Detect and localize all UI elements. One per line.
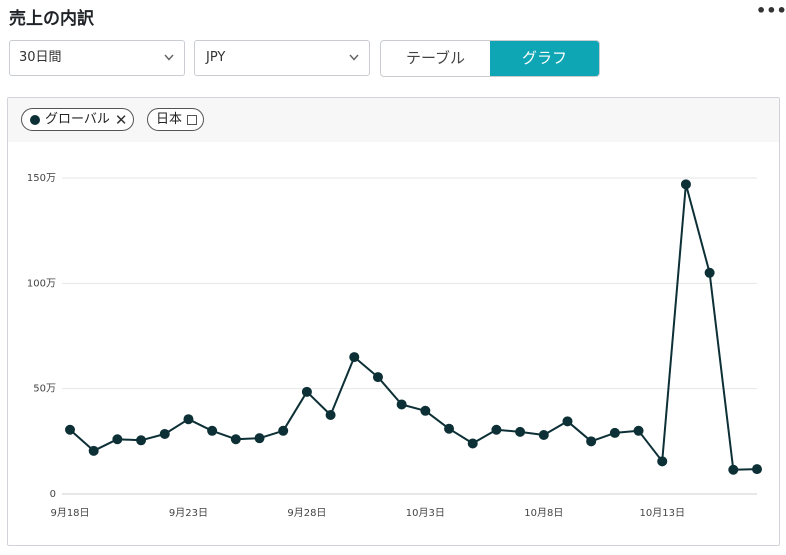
data-point bbox=[562, 416, 573, 427]
series-dot-icon bbox=[30, 114, 40, 125]
data-point bbox=[609, 427, 620, 438]
legend-chip-label: グローバル bbox=[45, 112, 110, 127]
data-point bbox=[88, 445, 99, 456]
data-point bbox=[515, 426, 526, 437]
data-point bbox=[396, 399, 407, 410]
data-point bbox=[278, 425, 289, 436]
data-point bbox=[728, 464, 739, 475]
y-tick-label: 100万 bbox=[27, 278, 56, 289]
data-point bbox=[704, 267, 715, 278]
y-tick-label: 0 bbox=[50, 489, 56, 500]
data-point bbox=[65, 424, 75, 435]
data-point bbox=[680, 179, 691, 190]
data-point bbox=[325, 410, 336, 420]
period-select[interactable]: 30日間 bbox=[9, 40, 185, 76]
chart-panel: グローバル ✕ 日本 0 50万 100万 150万 9月18日 9月23日 9月28日 10… bbox=[7, 97, 780, 546]
y-tick-label: 50万 bbox=[33, 384, 56, 395]
x-tick-label: 10月13日 bbox=[640, 507, 685, 519]
x-tick-label: 9月23日 bbox=[169, 507, 208, 519]
legend-bar: グローバル ✕ 日本 bbox=[8, 98, 779, 142]
data-point bbox=[136, 435, 147, 446]
x-tick-label: 9月28日 bbox=[287, 507, 326, 519]
more-options-icon[interactable]: ••• bbox=[756, 1, 786, 20]
data-point bbox=[444, 423, 455, 434]
data-point bbox=[633, 425, 644, 436]
data-point bbox=[538, 430, 549, 441]
data-point bbox=[491, 424, 502, 435]
data-point bbox=[586, 436, 597, 447]
view-toggle: テーブル グラフ bbox=[380, 40, 600, 77]
data-point bbox=[657, 456, 668, 467]
data-point bbox=[230, 434, 241, 445]
table-view-button[interactable]: テーブル bbox=[405, 49, 466, 67]
y-tick-label: 150万 bbox=[27, 173, 56, 184]
data-point bbox=[349, 352, 360, 363]
data-point bbox=[372, 372, 383, 383]
data-point bbox=[159, 428, 170, 439]
checkbox-icon[interactable] bbox=[187, 114, 198, 125]
data-point bbox=[467, 438, 478, 449]
data-point bbox=[254, 433, 265, 444]
data-point bbox=[207, 425, 218, 436]
currency-select-value: JPY bbox=[206, 50, 226, 65]
close-icon[interactable]: ✕ bbox=[114, 110, 128, 129]
series-line bbox=[69, 183, 758, 471]
legend-chip-global[interactable]: グローバル ✕ bbox=[21, 108, 135, 131]
data-point bbox=[420, 405, 431, 416]
chevron-down-icon bbox=[164, 54, 174, 61]
x-tick-label: 10月8日 bbox=[524, 507, 563, 519]
data-point bbox=[112, 434, 123, 445]
x-tick-label: 9月18日 bbox=[50, 507, 89, 519]
data-point bbox=[752, 464, 762, 475]
page-title: 売上の内訳 bbox=[9, 9, 94, 29]
data-point bbox=[301, 386, 312, 397]
graph-view-button[interactable]: グラフ bbox=[490, 41, 599, 76]
legend-chip-japan[interactable]: 日本 bbox=[147, 108, 205, 131]
line-chart: 0 50万 100万 150万 9月18日 9月23日 9月28日 10月3日 10月8日 10月… bbox=[27, 173, 762, 519]
chevron-down-icon bbox=[349, 54, 359, 61]
legend-chip-label: 日本 bbox=[156, 112, 183, 127]
data-point bbox=[183, 414, 194, 425]
period-select-value: 30日間 bbox=[19, 50, 62, 65]
x-tick-label: 10月3日 bbox=[406, 507, 445, 519]
currency-select[interactable]: JPY bbox=[194, 40, 370, 76]
